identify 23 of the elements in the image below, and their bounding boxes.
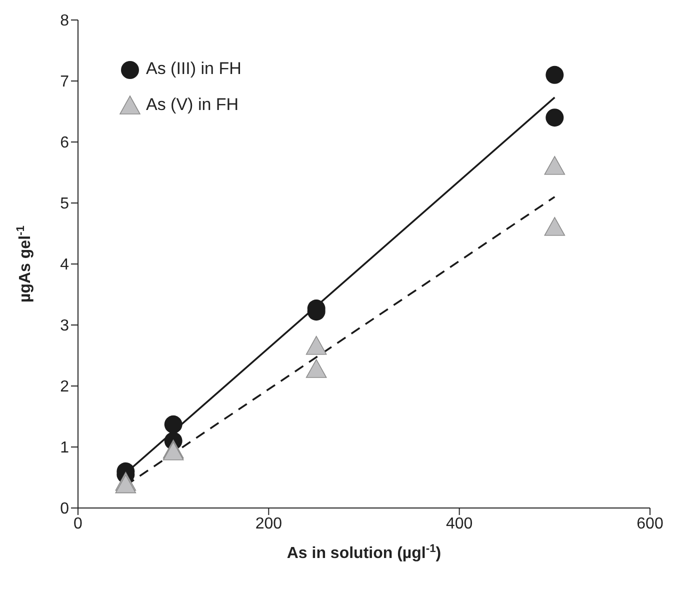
x-tick-label: 400 [446, 515, 473, 532]
point [546, 66, 564, 84]
y-tick-label: 8 [60, 12, 70, 30]
y-tick-label: 0 [60, 500, 70, 518]
y-tick-label: 3 [60, 318, 70, 335]
y-tick-label: 2 [60, 378, 70, 396]
point [546, 108, 564, 127]
x-tick-label: 600 [636, 515, 664, 532]
point [164, 415, 182, 434]
x-axis-title: As in solution (µgl$^{-1}$) [286, 543, 442, 562]
legend-label: As (III) in FH [146, 59, 242, 79]
y-tick-label: 6 [60, 134, 70, 152]
point [306, 359, 327, 378]
point [306, 336, 327, 355]
y-tick-label: 7 [60, 74, 70, 91]
y-tick-label: 5 [60, 196, 70, 213]
legend-label: As (V) in FH [146, 95, 239, 115]
point [544, 217, 566, 236]
x-tick-label: 0 [74, 515, 83, 532]
x-tick-label: 200 [255, 515, 282, 532]
point [544, 156, 566, 175]
y-tick-label: 4 [60, 256, 70, 274]
y-tick-label: 1 [60, 440, 70, 457]
